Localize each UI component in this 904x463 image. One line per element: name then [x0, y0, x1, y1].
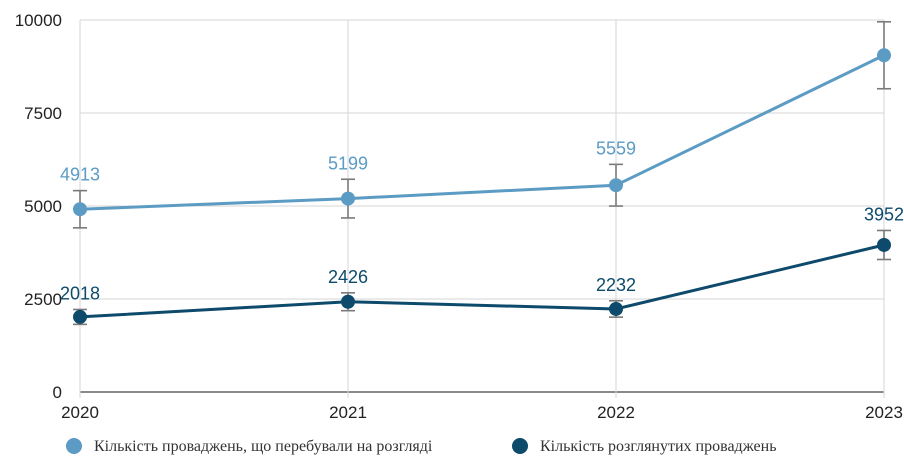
data-label: 4913 [60, 165, 100, 185]
series-2-point [609, 301, 623, 316]
data-label: 3952 [864, 204, 904, 224]
series-1-point [609, 178, 623, 193]
data-label: 5199 [328, 153, 368, 173]
y-tick-label: 0 [53, 383, 62, 402]
series-1-point [877, 48, 891, 63]
series-2-point [877, 237, 891, 252]
y-tick-label: 10000 [15, 11, 62, 30]
series-2-point [341, 294, 355, 309]
y-tick-label: 5000 [24, 197, 62, 216]
y-tick-label: 7500 [24, 104, 62, 123]
y-tick-label: 2500 [24, 290, 62, 309]
data-label: 2426 [328, 267, 368, 287]
data-label: 2018 [60, 283, 100, 303]
legend-marker-2 [512, 438, 528, 454]
legend-marker-1 [66, 438, 82, 454]
series-1-point [73, 202, 87, 217]
x-tick-label: 2021 [329, 403, 367, 422]
x-tick-label: 2023 [865, 403, 903, 422]
x-tick-label: 2020 [61, 403, 99, 422]
data-label: 2232 [596, 275, 636, 295]
series-1-point [341, 191, 355, 206]
data-label: 5559 [596, 138, 636, 158]
series-1-line [79, 53, 885, 211]
x-tick-label: 2022 [597, 403, 635, 422]
legend-label-1: Кількість проваджень, що перебували на р… [94, 438, 433, 455]
legend-label-2: Кількість розглянутих проваджень [540, 438, 777, 455]
series-2-point [73, 309, 87, 324]
series-2-line [79, 243, 885, 319]
